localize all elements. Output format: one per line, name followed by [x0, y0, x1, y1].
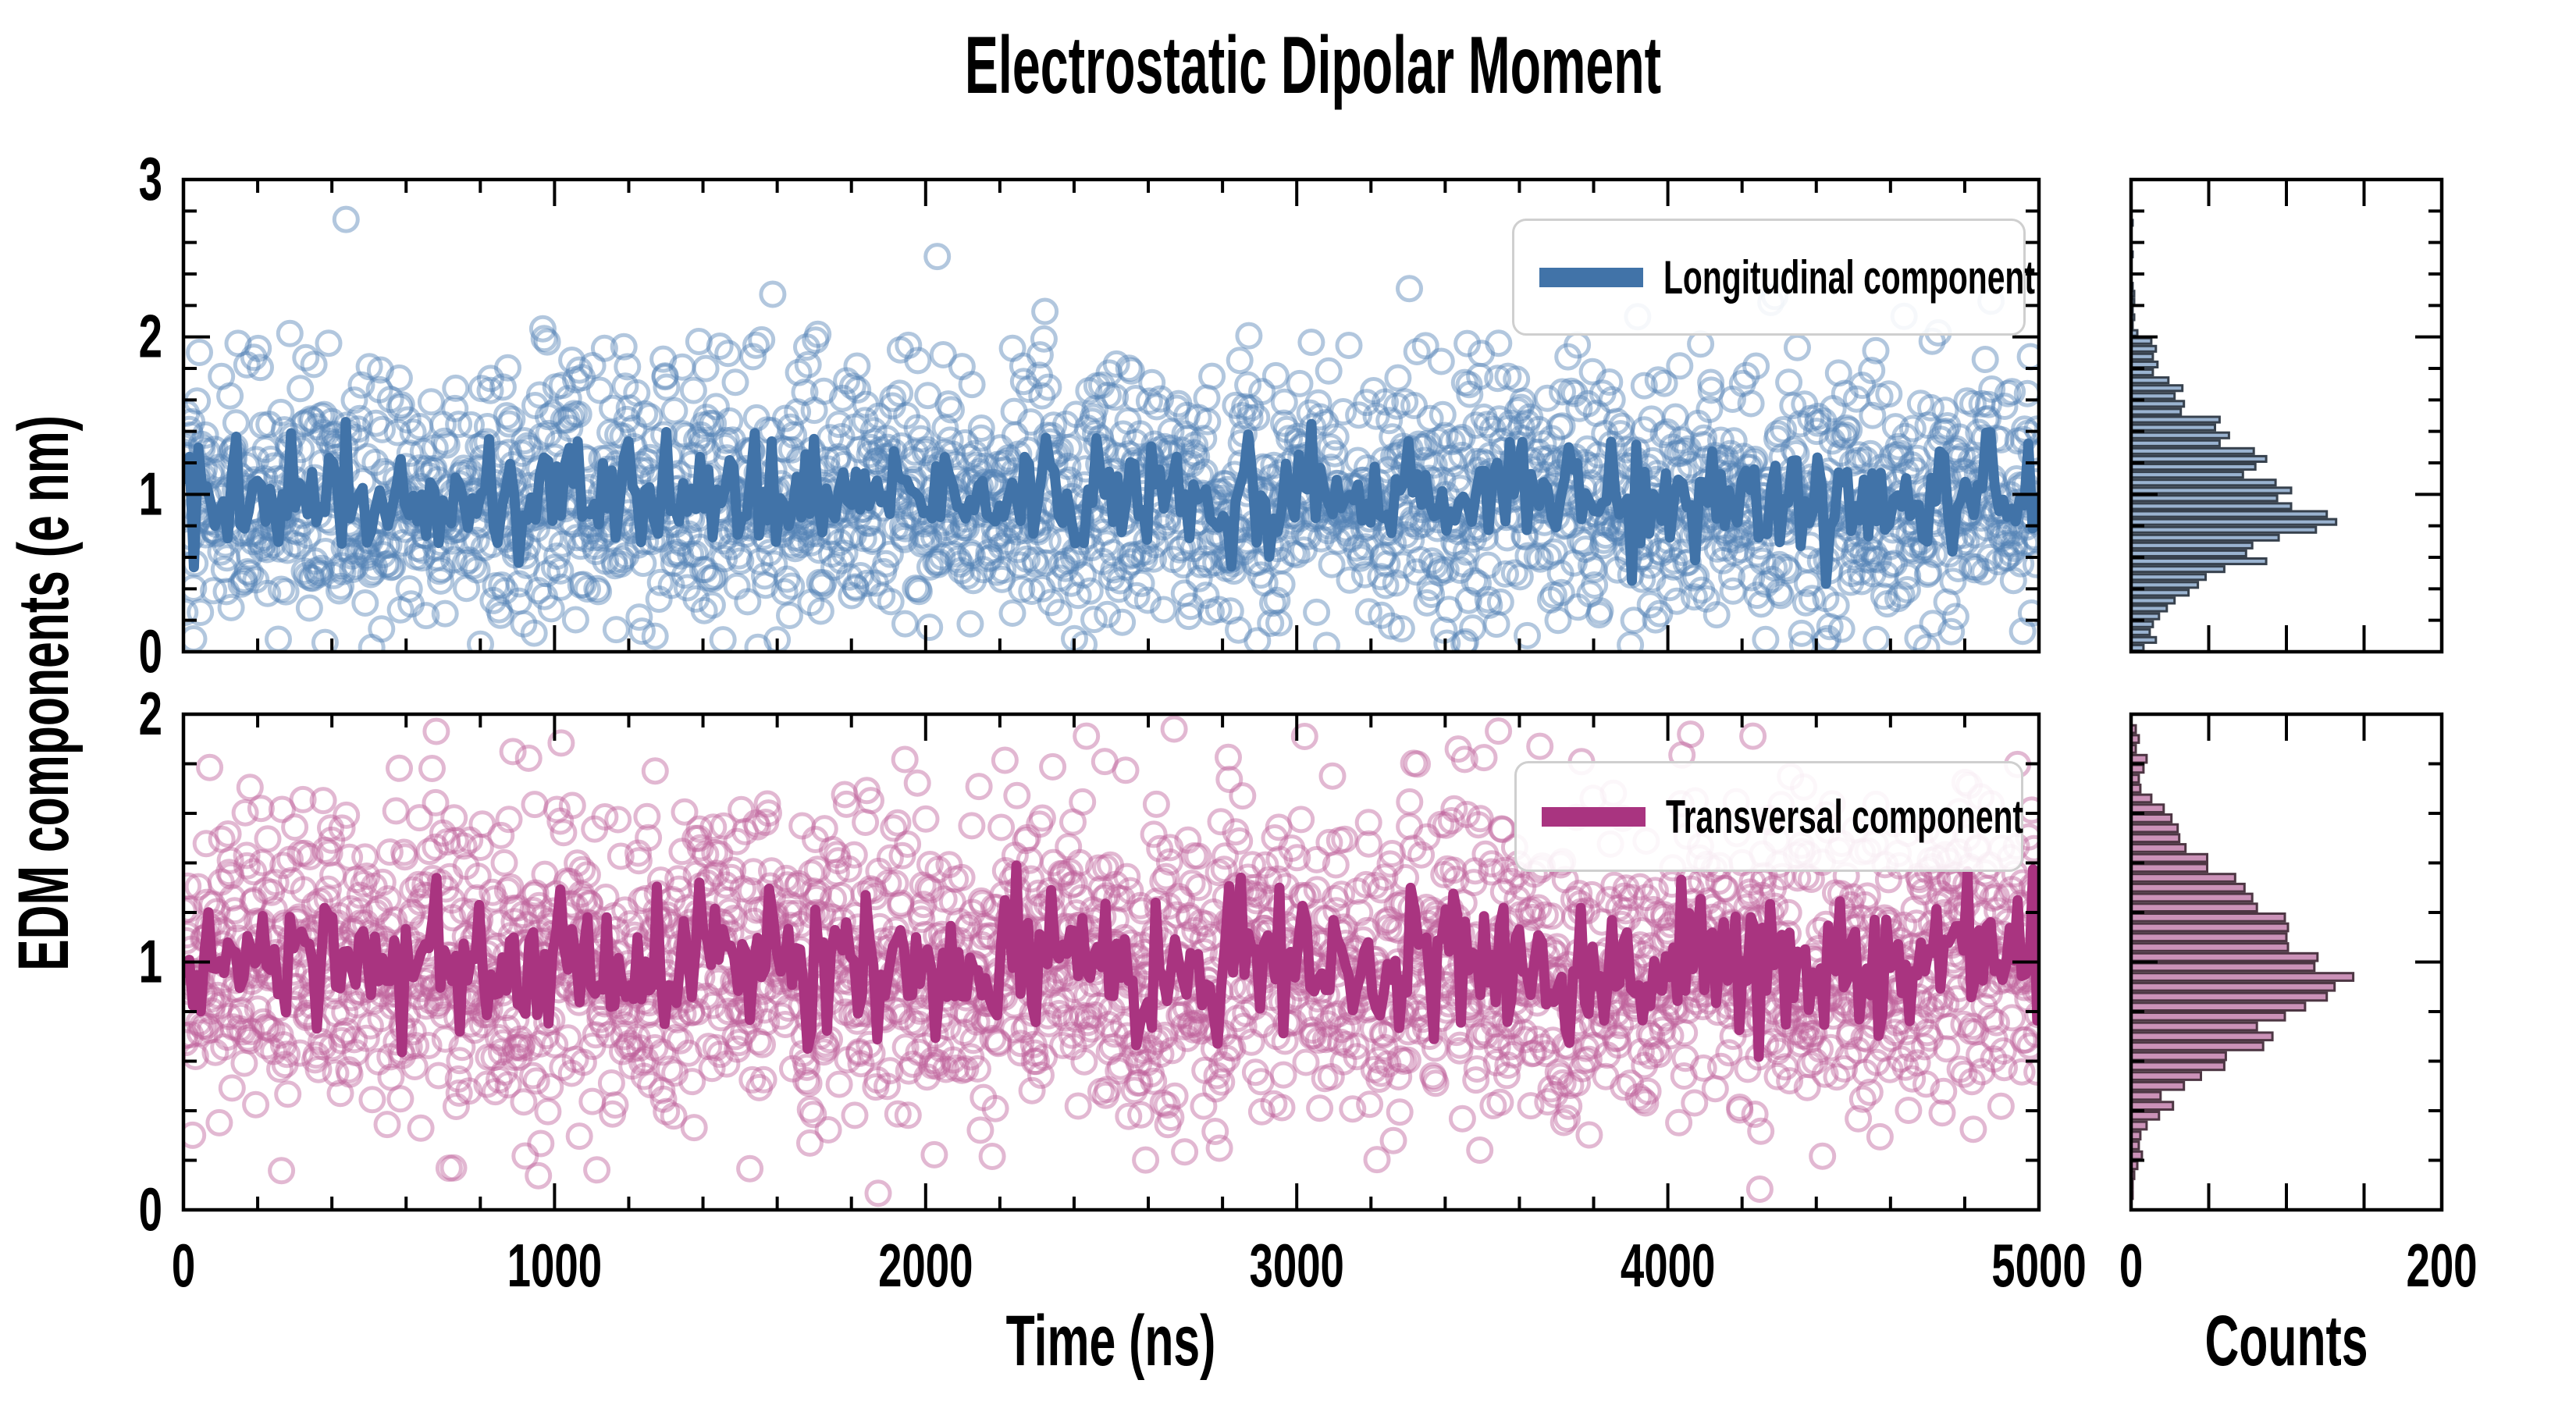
tick-label: 1: [139, 461, 162, 528]
tick-label: 200: [2406, 1232, 2477, 1300]
tick-label: 1: [139, 928, 162, 996]
legend-swatch-longitudinal: [1539, 267, 1643, 287]
legend-swatch-transversal: [1542, 806, 1646, 827]
longitudinal-timeseries-mean-line: [183, 417, 2039, 589]
tick-label: 0: [139, 1176, 162, 1243]
axis-ticks: [182, 713, 2041, 1211]
longitudinal-timeseries-plot-area: [183, 205, 2039, 652]
tick-label: 0: [2119, 1232, 2143, 1300]
x-axis-label-time: Time (ns): [1005, 1301, 1216, 1381]
longitudinal-timeseries-spines: [181, 177, 2041, 654]
tick-label: 3000: [1249, 1232, 1343, 1300]
transversal-histogram-bars: [2129, 724, 2355, 1200]
tick-label: 2000: [878, 1232, 973, 1300]
legend-transversal: Transversal component: [1514, 761, 2023, 872]
tick-label: 5000: [1991, 1232, 2086, 1300]
transversal-timeseries-mean-line: [183, 860, 2039, 1062]
transversal-timeseries-plot-area: [183, 715, 2039, 1208]
legend-label-longitudinal: Longitudinal component: [1663, 251, 2035, 304]
tick-label: 0: [172, 1232, 195, 1300]
x-axis-label-counts: Counts: [2204, 1301, 2368, 1381]
tick-label: 2: [139, 680, 162, 748]
tick-label: 4000: [1621, 1232, 1715, 1300]
y-axis-label: EDM components (e nm): [4, 415, 84, 971]
tick-label: 3: [139, 145, 162, 213]
tick-label: 0: [139, 617, 162, 685]
legend-label-transversal: Transversal component: [1666, 790, 2024, 843]
tick-label: 1000: [507, 1232, 602, 1300]
transversal-histogram-spines: [2129, 712, 2444, 1212]
tick-label: 2: [139, 303, 162, 371]
legend-longitudinal: Longitudinal component: [1512, 219, 2035, 336]
transversal-timeseries-spines: [181, 712, 2041, 1212]
longitudinal-histogram-bars: [2129, 219, 2338, 653]
longitudinal-histogram-spines: [2129, 177, 2444, 654]
chart-title: Electrostatic Dipolar Moment: [964, 20, 1662, 111]
